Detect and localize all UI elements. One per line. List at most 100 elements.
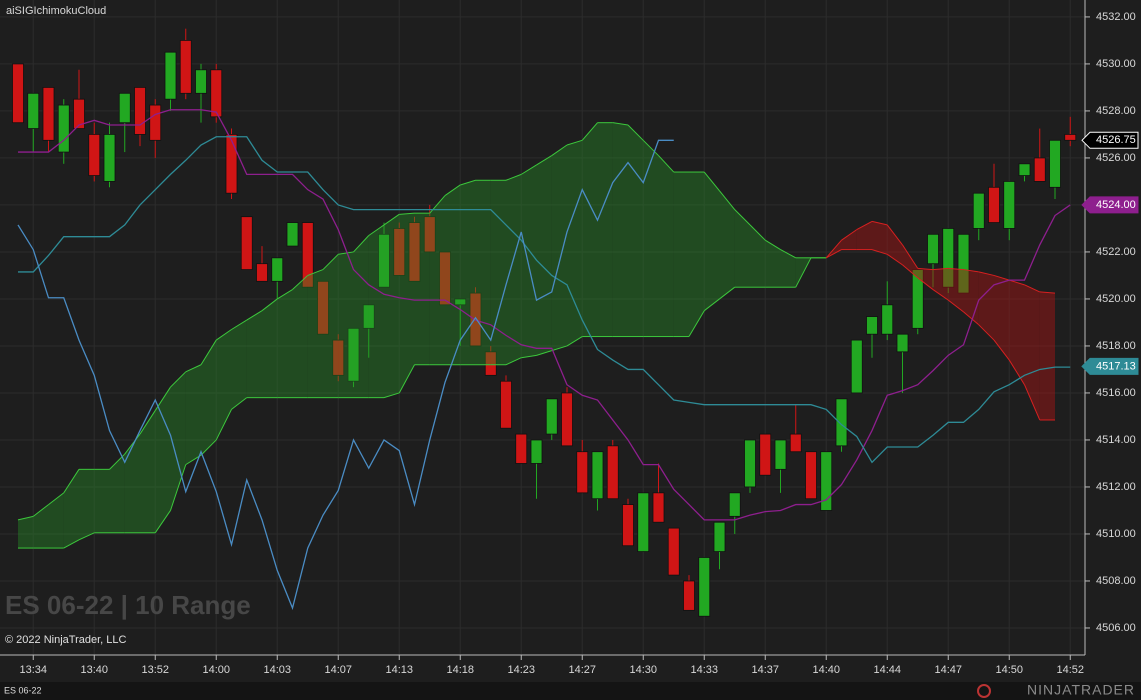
candle-body xyxy=(27,92,40,129)
span-a xyxy=(276,289,293,300)
x-tick-label: 14:52 xyxy=(1056,664,1084,676)
span-b xyxy=(200,439,217,456)
x-tick-label: 14:47 xyxy=(934,664,962,676)
candle-body xyxy=(713,521,726,552)
span-b xyxy=(1009,279,1025,286)
x-tick-label: 14:27 xyxy=(568,664,596,676)
candle-body xyxy=(606,445,619,500)
candle-body xyxy=(42,87,55,141)
span-b xyxy=(383,392,400,399)
candle-body xyxy=(866,316,878,335)
candle-body xyxy=(805,451,817,500)
cloud xyxy=(948,268,964,312)
span-a xyxy=(307,269,324,276)
x-tick-label: 14:13 xyxy=(385,664,413,676)
span-a xyxy=(612,122,629,126)
candle-body xyxy=(195,69,207,94)
cloud xyxy=(399,213,415,393)
cloud xyxy=(887,224,903,265)
cloud xyxy=(262,298,278,398)
cloud xyxy=(445,184,461,365)
cloud xyxy=(490,180,506,365)
span-a xyxy=(32,504,49,517)
candle-body xyxy=(164,51,177,100)
span-a xyxy=(993,339,1010,361)
cloud xyxy=(33,504,49,549)
price-marker xyxy=(1081,357,1139,375)
candle-body xyxy=(271,257,284,282)
span-a xyxy=(185,364,202,373)
cloud xyxy=(246,310,262,398)
span-a xyxy=(383,213,400,226)
price-marker-label: 4524.00 xyxy=(1096,199,1136,211)
candle-body xyxy=(103,134,116,182)
span-b xyxy=(703,298,720,312)
candle-body xyxy=(149,104,162,141)
candle-body xyxy=(1033,157,1046,182)
cloud xyxy=(1039,291,1055,420)
span-b xyxy=(1039,291,1056,294)
x-tick-label: 14:23 xyxy=(507,664,535,676)
x-tick-label: 13:52 xyxy=(141,664,169,676)
cloud xyxy=(307,269,323,398)
instrument-tab[interactable]: ES 06-22 xyxy=(4,685,42,695)
tab-bar xyxy=(0,682,1141,700)
candle-body xyxy=(423,216,436,253)
cloud xyxy=(734,209,750,288)
span-a xyxy=(215,329,232,341)
candle-body xyxy=(362,304,375,329)
cloud xyxy=(155,387,171,533)
candle-body xyxy=(957,233,970,294)
span-b xyxy=(795,257,812,288)
span-b xyxy=(154,510,171,534)
y-tick-label: 4512.00 xyxy=(1096,481,1136,493)
y-tick-label: 4510.00 xyxy=(1096,528,1136,540)
candle-body xyxy=(118,92,131,124)
cloud xyxy=(140,410,156,533)
cloud xyxy=(658,155,674,337)
cloud xyxy=(856,221,872,250)
span-a xyxy=(947,299,964,313)
plot xyxy=(12,28,1077,617)
span-b xyxy=(566,336,583,347)
candle-body xyxy=(1003,181,1016,229)
candle-body xyxy=(774,439,787,470)
y-tick-label: 4528.00 xyxy=(1096,105,1136,117)
cloud xyxy=(521,164,537,358)
candle-body xyxy=(484,351,497,376)
cloud xyxy=(292,275,308,398)
indicator-line xyxy=(18,136,1071,464)
cloud xyxy=(1009,280,1025,385)
span-b xyxy=(215,409,232,441)
candle-body xyxy=(545,398,558,435)
span-b xyxy=(917,267,934,271)
candle-body xyxy=(896,333,909,353)
candle-body xyxy=(454,298,467,306)
indicator-label: aiSIGIchimokuCloud xyxy=(6,5,106,17)
price-marker xyxy=(1081,196,1139,214)
watermark: ES 06-22 | 10 Range xyxy=(5,590,251,620)
cloud xyxy=(933,268,949,301)
cloud xyxy=(719,190,735,299)
candle-body xyxy=(911,269,924,329)
span-a xyxy=(886,253,903,266)
y-tick-label: 4532.00 xyxy=(1096,11,1136,23)
cloud xyxy=(18,516,34,549)
span-b xyxy=(78,532,95,541)
candle-body xyxy=(393,228,406,276)
cloud xyxy=(841,229,857,250)
span-a xyxy=(353,235,370,253)
span-b xyxy=(948,267,964,271)
x-tick-label: 14:18 xyxy=(446,664,474,676)
candle-body xyxy=(561,392,573,447)
span-b xyxy=(978,271,995,276)
span-a xyxy=(520,164,537,175)
candle-body xyxy=(683,580,695,611)
span-b xyxy=(932,267,949,271)
candle-body xyxy=(789,433,802,453)
cloud xyxy=(185,364,201,465)
x-tick-label: 14:40 xyxy=(812,664,840,676)
span-a xyxy=(444,184,461,196)
candle-body xyxy=(301,222,314,288)
